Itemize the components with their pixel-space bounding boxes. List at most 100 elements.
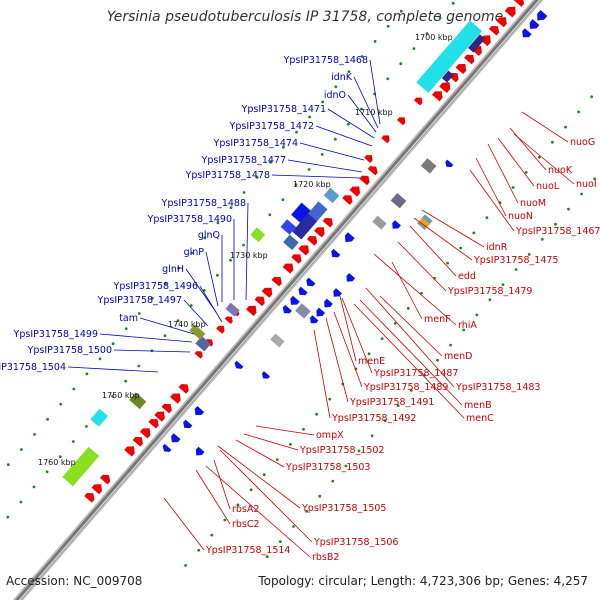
tick-dot [71,440,75,443]
reverse-gene-label-leader [271,174,361,179]
reverse-gene-label: YpsIP31758_1477 [201,155,286,166]
tick-dot [367,352,371,356]
forward-gene-label: menB [464,400,492,411]
tick-dot [163,334,167,338]
grey-feature-block [420,158,437,174]
tick-dot [386,24,390,28]
forward-gene-arrow [496,17,507,28]
features-layer [62,0,548,503]
forward-gene-label-leader [213,459,231,510]
forward-gene-arrow [364,155,373,164]
tick-dot [98,357,102,361]
reverse-gene-label-leader [327,108,375,139]
tick-dot [446,261,449,265]
tick-dot [249,488,253,492]
forward-gene-arrow [139,428,151,439]
forward-gene-label: menC [466,413,494,424]
forward-gene-label: nuoI [576,179,597,190]
kbp-tick-label: 1720 kbp [293,180,331,189]
tick-dot [45,470,49,474]
reverse-gene-label-leader [183,299,209,327]
blue-feature-block [225,302,240,317]
tick-dot [216,273,219,277]
forward-gene-arrow [282,263,294,274]
forward-gene-label-leader [365,287,455,388]
forward-gene-label: nuoK [548,165,573,176]
tick-dot [275,458,279,461]
forward-gene-arrow [224,316,233,324]
forward-gene-label: YpsIP31758_1492 [331,413,416,424]
tick-dot [197,548,201,552]
tick-dot [475,313,479,317]
reverse-gene-arrow [316,307,326,317]
grey-feature-block [270,333,285,348]
forward-gene-label: YpsIP31758_1479 [447,286,532,297]
forward-gene-arrow [413,97,423,106]
forward-gene-label: YpsIP31758_1491 [349,397,434,408]
reverse-gene-label-leader [199,285,223,323]
tick-dot [176,319,180,322]
tick-dot [202,289,206,292]
reverse-gene-arrow [310,315,319,324]
tick-dot [514,268,518,271]
tick-dot [58,455,62,458]
tick-dots-layer [6,1,597,567]
tick-dot [386,77,390,81]
forward-gene-label-leader [255,425,315,436]
reverse-gene-arrow [306,277,316,287]
tick-dot [281,198,285,202]
forward-gene-label-leader [521,111,569,143]
reverse-gene-label: glnH [162,264,184,275]
tick-dot [488,298,492,302]
tick-dot [255,176,259,179]
tick-dot [551,140,554,144]
forward-gene-label-leader [391,261,423,320]
tick-dot [111,394,114,398]
reverse-gene-arrow [195,446,205,456]
tick-dot [347,70,351,73]
forward-gene-label-leader [325,317,349,403]
inner-feature-block [418,217,430,229]
reverse-gene-arrow [445,159,454,168]
tick-dot [580,192,583,196]
reverse-gene-label: YpsIP31758_1500 [27,345,112,356]
reverse-gene-arrow [262,371,271,379]
green-feature-block [189,324,206,340]
topology-text: Topology: circular; Length: 4,723,306 bp… [258,574,588,588]
tick-dot [268,213,272,217]
tick-dot [279,540,282,543]
tick-dot [282,145,285,149]
forward-gene-arrow [381,135,390,144]
forward-gene-label-leader [487,143,519,204]
tick-dot [436,358,439,362]
forward-gene-label-leader [397,241,447,292]
forward-gene-label: YpsIP31758_1489 [363,382,448,393]
forward-gene-label: nuoM [520,198,546,209]
accession-text: Accession: NC_009708 [6,574,143,588]
forward-gene-label-leader [353,303,465,419]
forward-gene-arrow [124,446,135,457]
tick-dot [223,518,227,522]
tick-dot [334,85,338,89]
kbp-tick-label: 1700 kbp [415,33,453,42]
tick-dot [320,153,324,156]
tick-dot [210,533,214,537]
tick-dot [590,95,594,99]
tick-dot [409,389,413,392]
tick-dot [242,243,246,247]
tick-dot [593,177,597,181]
tick-dot [380,337,384,340]
reverse-gene-label: YpsIP31758_1490 [147,214,232,225]
blue-feature-block [280,219,297,235]
tick-dot [393,322,397,325]
reverse-gene-label-leader [99,333,193,343]
forward-gene-label-leader [205,465,311,558]
forward-gene-arrow [396,117,406,126]
tick-dot [399,9,403,13]
forward-gene-arrow [349,186,361,197]
tick-dot [164,281,167,285]
reverse-gene-label-leader [67,366,159,373]
tick-dot [190,251,194,255]
tick-dot [344,464,348,468]
